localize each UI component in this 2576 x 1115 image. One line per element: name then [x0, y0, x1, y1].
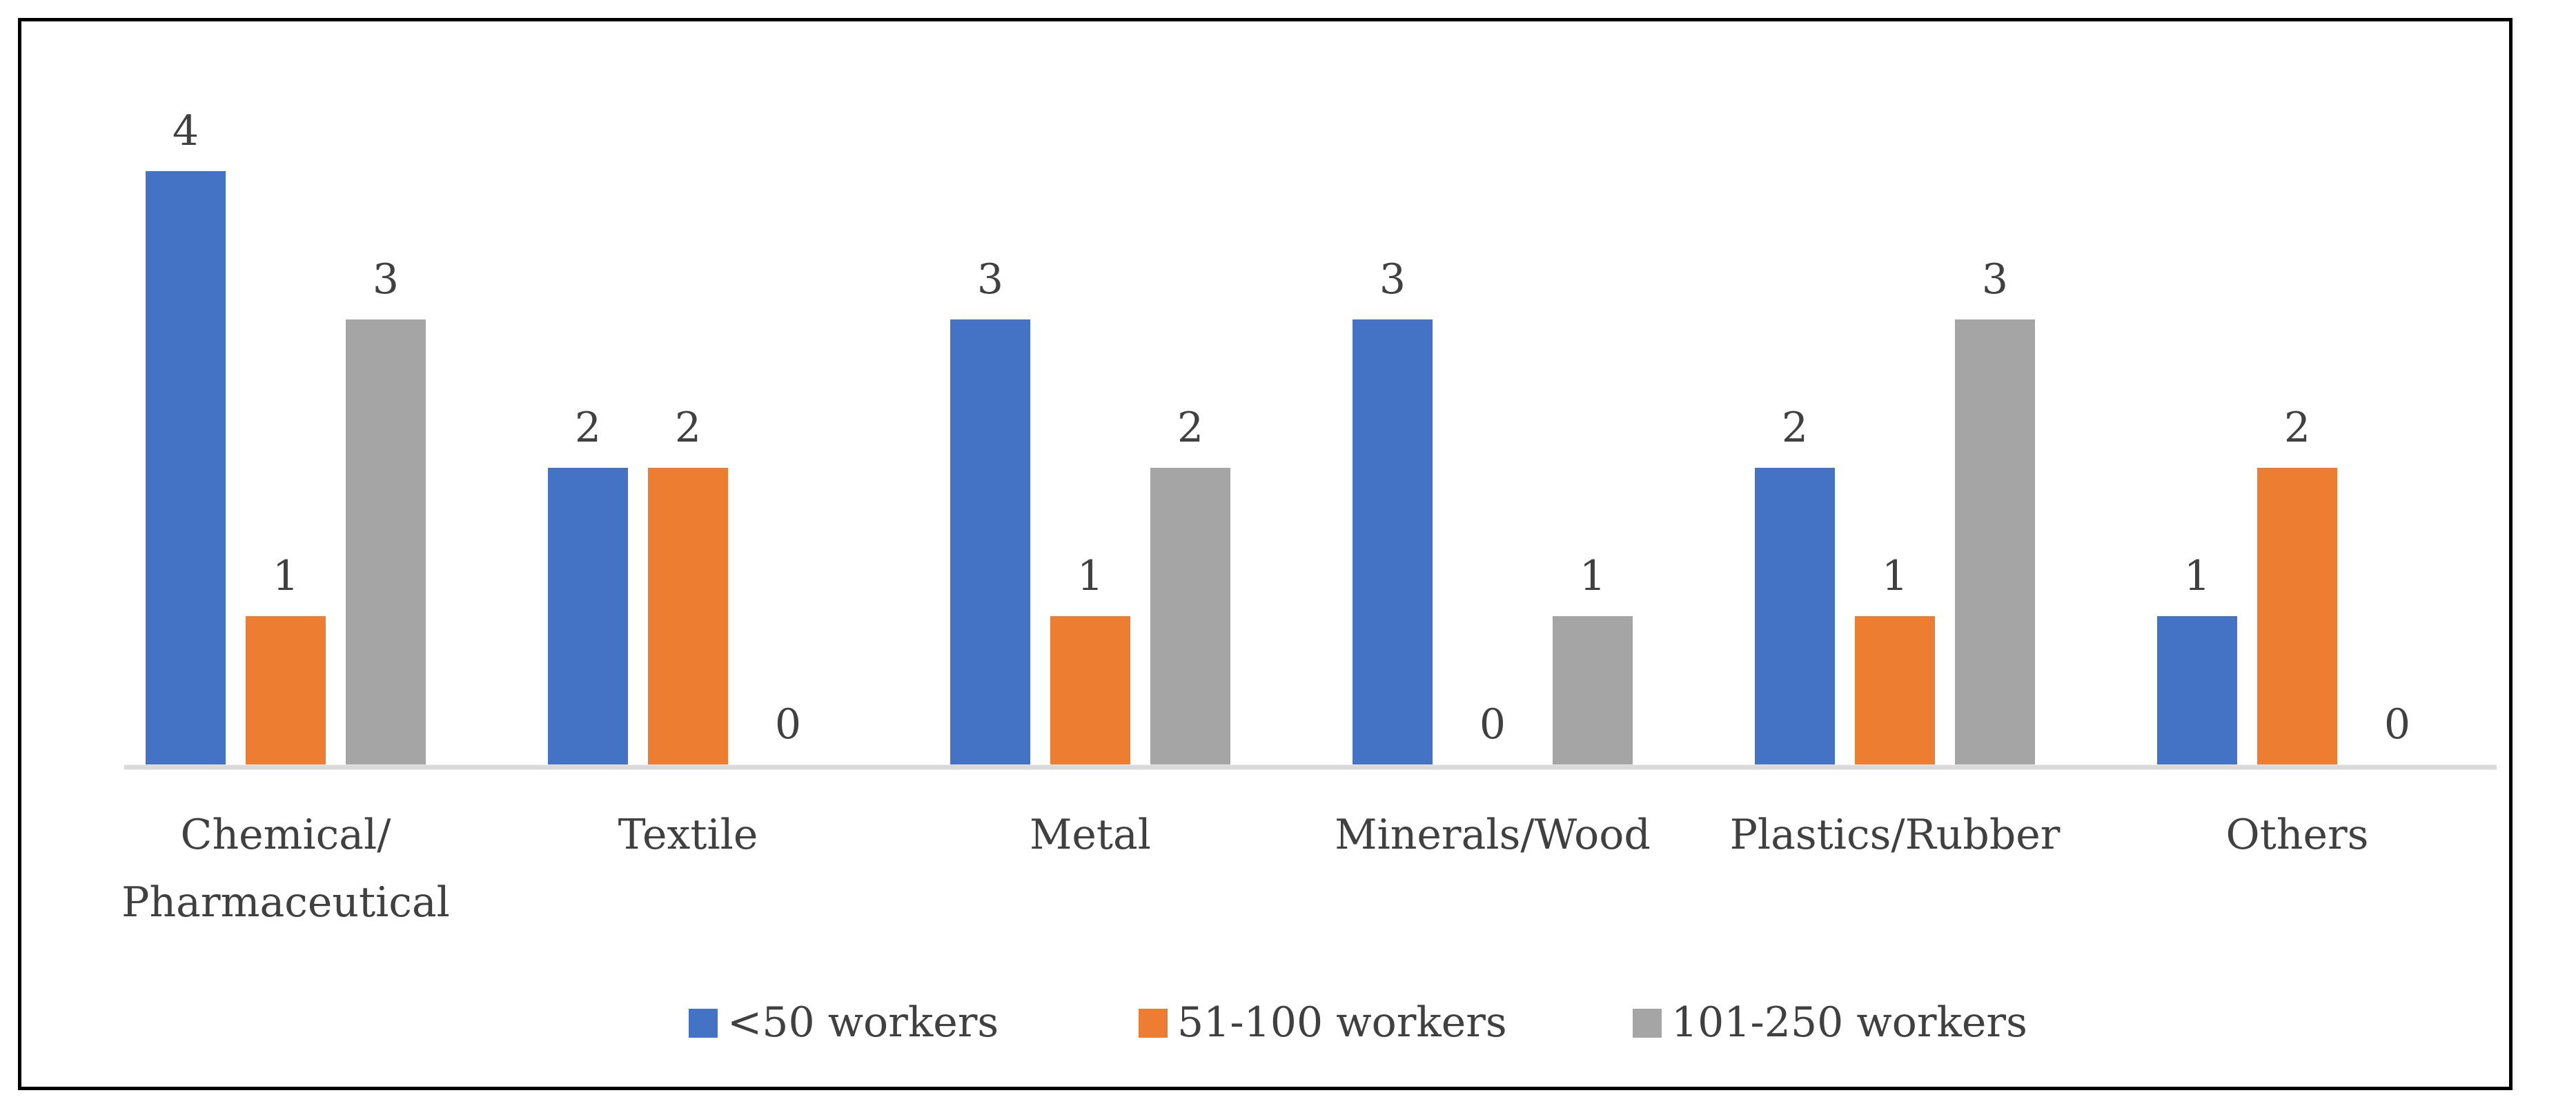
- data-label: 0: [775, 700, 801, 749]
- bar-4-series-1: [1353, 319, 1433, 764]
- x-tick-label: Pharmaceutical: [121, 878, 450, 927]
- x-tick-labels-layer: Chemical/Pharmaceutical Textile Metal Miner…: [121, 811, 2368, 927]
- data-label: 2: [1177, 404, 1203, 452]
- legend-label-3: 101-250 workers: [1671, 998, 2027, 1047]
- x-tick-label: Minerals/Wood: [1335, 811, 1651, 859]
- bar-3-series-3: [1150, 468, 1230, 764]
- bar-3-series-1: [950, 319, 1030, 764]
- data-label: 3: [1379, 255, 1406, 304]
- bar-1-series-3: [346, 319, 426, 764]
- data-label: 0: [1479, 700, 1506, 749]
- data-label: 2: [575, 404, 601, 452]
- bars-layer: [146, 171, 2337, 764]
- legend-label-1: <50 workers: [727, 998, 999, 1047]
- data-label: 1: [1882, 552, 1908, 600]
- bar-2-series-1: [548, 468, 628, 764]
- legend: <50 workers 51-100 workers 101-250 workers: [689, 998, 2027, 1047]
- data-label: 1: [2184, 552, 2210, 600]
- data-label: 3: [1982, 255, 2008, 304]
- data-label: 4: [173, 107, 199, 155]
- data-label: 0: [2384, 700, 2410, 749]
- chart-frame: [18, 18, 2513, 1090]
- bar-3-series-2: [1050, 616, 1130, 764]
- x-tick-label: Plastics/Rubber: [1730, 811, 2061, 859]
- bar-5-series-1: [1755, 468, 1835, 764]
- data-labels-layer: 4 1 3 2 2 0 3 1 2 3 0 1 2 1 3 1 2 0: [173, 107, 2410, 749]
- bar-6-series-2: [2257, 468, 2337, 764]
- data-label: 3: [977, 255, 1003, 304]
- x-tick-label: Metal: [1030, 811, 1151, 859]
- x-tick-label: Others: [2226, 811, 2369, 859]
- bar-5-series-3: [1955, 319, 2035, 764]
- bar-6-series-1: [2157, 616, 2237, 764]
- bar-4-series-3: [1553, 616, 1633, 764]
- bar-1-series-2: [246, 616, 326, 764]
- data-label: 2: [1782, 404, 1808, 452]
- legend-label-2: 51-100 workers: [1177, 998, 1507, 1047]
- x-tick-label: Chemical/: [181, 811, 392, 859]
- legend-swatch-1: [689, 1009, 718, 1038]
- legend-swatch-3: [1633, 1009, 1662, 1038]
- data-label: 1: [1580, 552, 1606, 600]
- x-tick-label: Textile: [618, 811, 758, 859]
- bar-1-series-1: [146, 171, 226, 764]
- data-label: 2: [2284, 404, 2310, 452]
- data-label: 1: [273, 552, 299, 600]
- legend-swatch-2: [1139, 1009, 1168, 1038]
- bar-5-series-2: [1855, 616, 1935, 764]
- data-label: 2: [675, 404, 701, 452]
- data-label: 1: [1077, 552, 1103, 600]
- data-label: 3: [373, 255, 399, 304]
- bar-2-series-2: [648, 468, 728, 764]
